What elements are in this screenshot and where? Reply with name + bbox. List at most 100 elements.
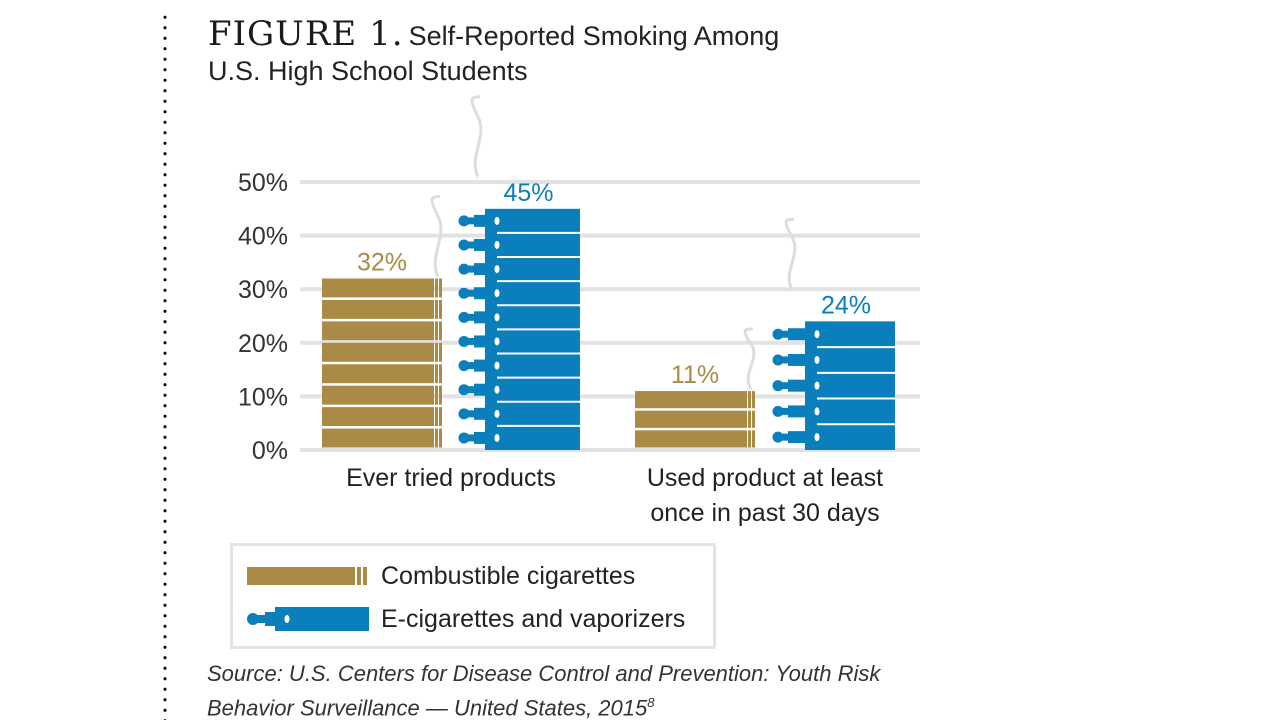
cigarette-filter-band — [748, 391, 751, 409]
y-tick-label: 10% — [238, 383, 288, 411]
data-label-ecig: 45% — [503, 179, 553, 207]
e-cigarette-button — [814, 433, 820, 442]
smoke-wisp — [470, 95, 483, 178]
e-cigarette-tip — [464, 217, 476, 225]
cigarette-filter-band — [435, 364, 438, 384]
legend-item-ecig: E-cigarettes and vaporizers — [247, 603, 685, 635]
cigarette-bar-segment — [322, 342, 434, 362]
cigarette-bar-segment — [322, 385, 434, 405]
cigarette-bar-segment — [635, 430, 747, 448]
cigarette-bar-segment — [635, 391, 747, 409]
e-cigarette-neck — [474, 335, 487, 348]
cigarette-filter-band — [435, 407, 438, 427]
x-category-label: once in past 30 days — [650, 499, 879, 527]
y-tick-label: 50% — [238, 169, 288, 197]
cigarette-bar-segment — [635, 410, 747, 428]
e-cigarette-neck — [788, 328, 807, 341]
cigarette-bar-segment — [322, 364, 434, 384]
data-label-combustible: 32% — [357, 248, 407, 276]
e-cigarette-tip — [464, 386, 476, 394]
e-cigarette-tip — [778, 356, 790, 364]
e-cigarette-tip — [464, 241, 476, 249]
e-cigarette-neck — [788, 431, 807, 444]
cigarette-bar-segment — [322, 321, 434, 341]
cigarette-filter-band — [435, 299, 438, 319]
cigarette-filter-band — [748, 430, 751, 448]
cigarette-filter-band — [752, 410, 755, 428]
e-cigarette-tip — [464, 289, 476, 297]
cigarette-filter-band — [439, 428, 442, 448]
e-cigarette-button — [494, 409, 500, 418]
cigarette-filter-band — [439, 278, 442, 298]
e-cigarette-button — [494, 313, 500, 322]
cigarette-filter-band — [752, 430, 755, 448]
e-cigarette-neck — [474, 311, 487, 324]
e-cigarette-tip — [778, 382, 790, 390]
smoke-wisp — [743, 327, 756, 390]
x-category-label: Ever tried products — [346, 464, 556, 492]
y-tick-label: 30% — [238, 276, 288, 304]
cigarette-bar-segment — [322, 299, 434, 319]
x-category-label: Used product at least — [647, 464, 883, 492]
footnote-marker: 8 — [647, 695, 655, 710]
e-cigarette-neck — [474, 407, 487, 420]
e-cigarette-tip — [778, 407, 790, 415]
e-cigarette-button — [494, 240, 500, 249]
e-cigarette-neck — [474, 238, 487, 251]
y-tick-label: 20% — [238, 330, 288, 358]
e-cigarette-neck — [788, 405, 807, 418]
bar-chart: 0% 10% 20% 30% 40% 50% 32% 45% Ever tried produc… — [238, 95, 920, 527]
legend: Combustible cigarettes E-cigarettes and … — [230, 543, 716, 649]
e-cigarette-tip — [464, 434, 476, 442]
figure-label: FIGURE 1. — [208, 14, 404, 54]
data-label-combustible: 11% — [671, 361, 719, 389]
e-cigarette-neck — [474, 359, 487, 372]
cigarette-filter-band — [439, 321, 442, 341]
y-tick-label: 0% — [252, 437, 288, 465]
cigarette-icon — [247, 567, 367, 585]
figure-title: FIGURE 1. Self-Reported Smoking Among U.… — [208, 14, 779, 86]
source-line-2: Behavior Surveillance — United States, 2… — [207, 695, 648, 721]
cigarette-filter-band — [748, 410, 751, 428]
source-line-1: Source: U.S. Centers for Disease Control… — [207, 661, 881, 686]
e-cigarette-tip — [464, 337, 476, 345]
e-cigarette-button — [494, 361, 500, 370]
e-cigarette-neck — [474, 214, 487, 227]
cigarette-bar-segment — [322, 407, 434, 427]
y-tick-label: 40% — [238, 223, 288, 251]
e-cigarette-icon — [247, 607, 369, 631]
data-label-ecig: 24% — [821, 291, 871, 319]
e-cigarette-button — [814, 407, 820, 416]
e-cigarette-neck — [474, 263, 487, 276]
smoke-wisp — [784, 217, 797, 291]
cigarette-filter-band — [439, 299, 442, 319]
cigarette-filter-band — [439, 342, 442, 362]
e-cigarette-button — [494, 265, 500, 274]
e-cigarette-neck — [474, 431, 487, 444]
source-note: Source: U.S. Centers for Disease Control… — [207, 659, 880, 722]
e-cigarette-button — [494, 216, 500, 225]
e-cigarette-tip — [778, 433, 790, 441]
cigarette-bar-segment — [322, 428, 434, 448]
e-cigarette-button — [494, 433, 500, 442]
cigarette-filter-band — [435, 385, 438, 405]
cigarette-filter-band — [439, 364, 442, 384]
e-cigarette-button — [494, 385, 500, 394]
cigarette-filter-band — [752, 391, 755, 409]
e-cigarette-neck — [788, 379, 807, 392]
e-cigarette-tip — [464, 313, 476, 321]
e-cigarette-tip — [778, 330, 790, 338]
cigarette-filter-band — [439, 385, 442, 405]
e-cigarette-neck — [788, 353, 807, 366]
cigarette-filter-band — [439, 407, 442, 427]
e-cigarette-neck — [474, 287, 487, 300]
cigarette-filter-band — [435, 278, 438, 298]
cigarette-filter-band — [435, 428, 438, 448]
e-cigarette-tip — [464, 362, 476, 370]
legend-item-combustible: Combustible cigarettes — [247, 560, 635, 592]
legend-label: E-cigarettes and vaporizers — [381, 604, 686, 633]
e-cigarette-tip — [464, 265, 476, 273]
e-cigarette-button — [494, 337, 500, 346]
smoke-wisp — [430, 194, 443, 278]
cigarette-bar-segment — [322, 278, 434, 298]
